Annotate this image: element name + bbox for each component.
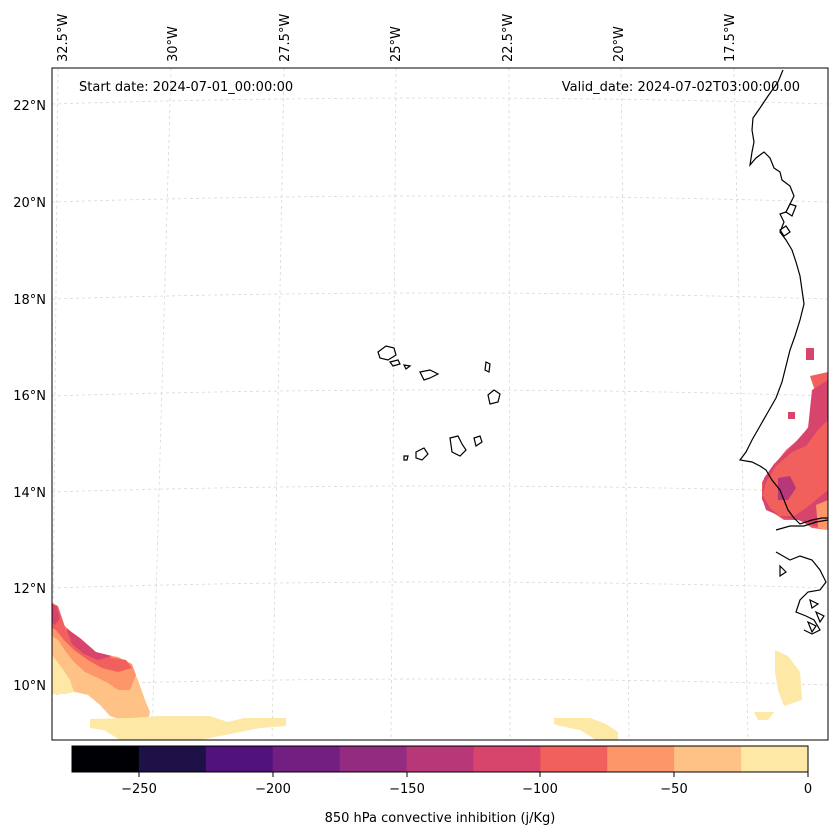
coastline-islet-a (779, 564, 787, 578)
gridline-lon-20 (620, 68, 630, 740)
map-background (52, 68, 828, 740)
cin-region-south-strip-a (90, 716, 286, 740)
lon-label-25: 25°W (389, 26, 404, 62)
cin-cell-east-b (788, 412, 795, 419)
coastline-islet-c (814, 610, 825, 624)
cin-region-east-core (778, 476, 796, 500)
colorbar-title: 850 hPa convective inhibition (j/Kg) (325, 811, 556, 826)
coastline-islet-d (806, 620, 817, 634)
colorbar-bin-0 (72, 746, 140, 772)
cin-region-south-strip-b (554, 718, 618, 740)
coastline-maio (473, 435, 483, 447)
gridline-lon-27-5 (271, 68, 285, 740)
map-frame (51, 67, 829, 741)
lat-label-16: 16°N (13, 389, 46, 404)
coastline-sao-nicolau (419, 369, 440, 381)
cin-region-sw-darkest (52, 604, 60, 625)
gridline-lon-22-5 (508, 68, 511, 740)
cin-region-east-pale-b (754, 712, 774, 720)
valid-date-label: Valid_date: 2024-07-02T03:00:00.00 (562, 80, 800, 95)
coastline-santo-antao (377, 345, 397, 361)
colorbar-bins (72, 746, 809, 772)
gridline-lat-16 (52, 389, 828, 397)
coastline-islet-b (809, 598, 820, 609)
gridline-lat-10 (52, 678, 828, 686)
lat-label-12: 12°N (13, 582, 46, 597)
coastline-africa (738, 69, 828, 525)
colorbar-bin-7 (540, 746, 608, 772)
colorbar-bin-6 (473, 746, 541, 772)
gridline-lat-14 (52, 485, 828, 493)
cin-cell-east-a (806, 348, 814, 360)
coastline-dakhla (785, 203, 797, 217)
colorbar-bin-4 (339, 746, 408, 772)
colorbar-bin-3 (272, 746, 341, 772)
lat-label-10: 10°N (13, 679, 46, 694)
lon-label-32-5: 32.5°W (56, 14, 71, 62)
cin-region-sw-pale (52, 655, 74, 694)
colorbar-tick-label: 0 (804, 782, 812, 797)
cin-contour-fill (52, 348, 828, 740)
cin-region-sw-dark (52, 603, 132, 672)
colorbar-bin-1 (138, 746, 207, 772)
colorbar-ticks: −250 −200 −150 −100 −50 0 (121, 772, 812, 797)
colorbar-tick-label: −250 (121, 782, 157, 797)
coastline-sao-vicente (388, 359, 401, 367)
longitude-labels: 32.5°W 30°W 27.5°W 25°W 22.5°W 20°W 17.5… (56, 14, 738, 62)
lon-label-30: 30°W (166, 26, 181, 62)
gridline-lat-18 (52, 292, 828, 300)
cin-region-sw-band (66, 628, 112, 660)
colorbar-tick-label: −50 (660, 782, 687, 797)
colorbar-tick-label: −150 (389, 782, 425, 797)
gridline-lon-17-5 (733, 68, 749, 740)
colorbar-bin-10 (741, 746, 809, 772)
gridline-lat-22 (52, 97, 828, 105)
colorbar-tick-label: −200 (255, 782, 291, 797)
latitude-labels: 22°N 20°N 18°N 16°N 14°N 12°N 10°N (13, 99, 46, 694)
colorbar-bin-8 (607, 746, 675, 772)
cin-region-east-edge (816, 500, 828, 530)
gridline-lon-25 (390, 68, 397, 740)
colorbar-tick-label: −100 (522, 782, 558, 797)
colorbar-bin-2 (205, 746, 274, 772)
lat-label-18: 18°N (13, 293, 46, 308)
coastline-sal (484, 361, 491, 373)
coastline-santiago (449, 435, 467, 457)
lon-label-20: 20°W (612, 26, 627, 62)
coastline-santa-luzia (402, 364, 412, 370)
gridlines (52, 68, 828, 740)
lat-label-20: 20°N (13, 196, 46, 211)
cin-region-east-pale-a (775, 650, 802, 706)
colorbar-bin-5 (406, 746, 474, 772)
lon-label-22-5: 22.5°W (501, 14, 516, 62)
coastlines (377, 69, 828, 635)
gridline-lat-12 (52, 581, 828, 589)
lat-label-22: 22°N (13, 99, 46, 114)
coastline-fogo (415, 447, 429, 461)
coastline-brava (403, 455, 409, 461)
colorbar: −250 −200 −150 −100 −50 0 850 hPa convec… (71, 745, 812, 826)
gridline-lon-30 (151, 68, 172, 740)
colorbar-frame (71, 745, 809, 773)
map-panel: Start date: 2024-07-01_00:00:00 Valid_da… (13, 14, 829, 741)
coastline-gambia (775, 519, 828, 531)
lat-label-14: 14°N (13, 486, 46, 501)
gridline-lat-20 (52, 195, 828, 203)
lon-label-17-5: 17.5°W (723, 14, 738, 62)
start-date-label: Start date: 2024-07-01_00:00:00 (79, 80, 293, 95)
colorbar-bin-9 (674, 746, 742, 772)
coastline-boa-vista (487, 389, 501, 405)
coastline-guinea-bissau (775, 551, 827, 635)
coastline-cape (779, 225, 791, 237)
lon-label-27-5: 27.5°W (278, 14, 293, 62)
cin-region-east-b (762, 380, 828, 528)
